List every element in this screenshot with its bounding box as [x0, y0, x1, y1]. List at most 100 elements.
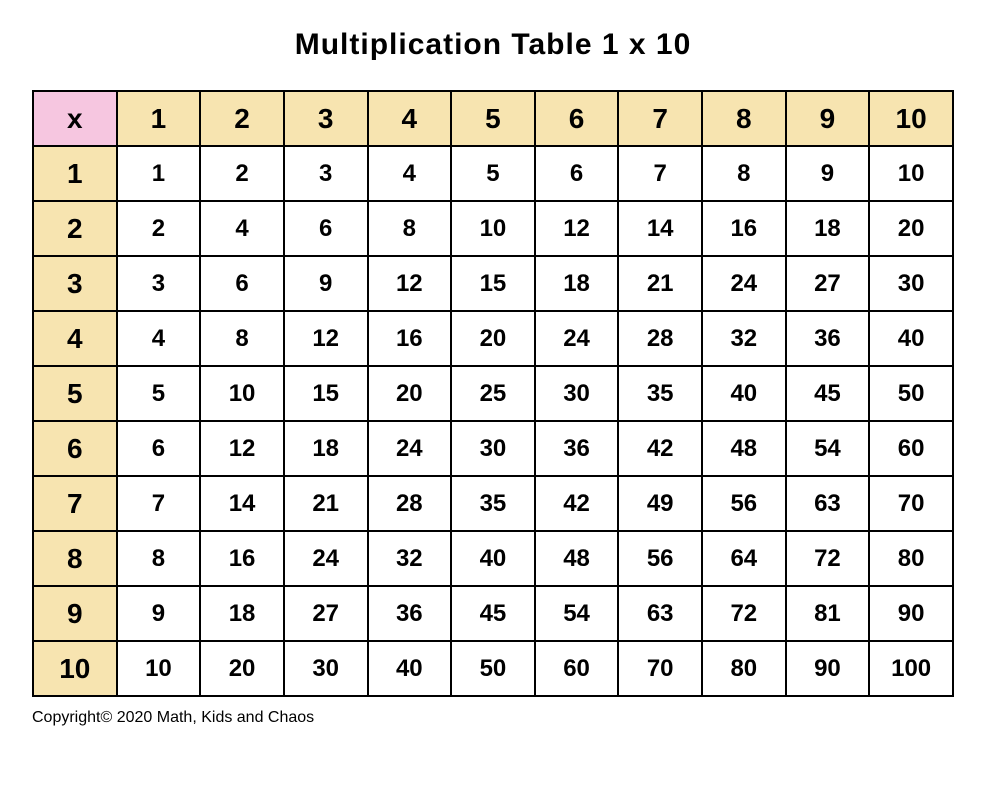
- table-cell: 15: [284, 366, 368, 421]
- table-cell: 60: [869, 421, 953, 476]
- table-cell: 30: [869, 256, 953, 311]
- table-cell: 45: [786, 366, 870, 421]
- table-cell: 7: [618, 146, 702, 201]
- table-cell: 36: [535, 421, 619, 476]
- table-cell: 10: [869, 146, 953, 201]
- col-header: 3: [284, 91, 368, 146]
- table-cell: 20: [368, 366, 452, 421]
- table-cell: 35: [618, 366, 702, 421]
- table-cell: 63: [786, 476, 870, 531]
- col-header: 2: [200, 91, 284, 146]
- table-cell: 72: [786, 531, 870, 586]
- table-cell: 42: [535, 476, 619, 531]
- row-header: 8: [33, 531, 117, 586]
- row-header: 3: [33, 256, 117, 311]
- row-header: 4: [33, 311, 117, 366]
- table-cell: 9: [117, 586, 201, 641]
- table-cell: 18: [786, 201, 870, 256]
- table-cell: 5: [117, 366, 201, 421]
- row-header: 6: [33, 421, 117, 476]
- table-cell: 27: [786, 256, 870, 311]
- col-header: 10: [869, 91, 953, 146]
- table-cell: 4: [200, 201, 284, 256]
- table-cell: 27: [284, 586, 368, 641]
- table-cell: 12: [284, 311, 368, 366]
- table-cell: 36: [786, 311, 870, 366]
- table-row: 2 2 4 6 8 10 12 14 16 18 20: [33, 201, 953, 256]
- table-cell: 48: [702, 421, 786, 476]
- table-cell: 16: [368, 311, 452, 366]
- table-cell: 63: [618, 586, 702, 641]
- table-cell: 100: [869, 641, 953, 696]
- table-cell: 7: [117, 476, 201, 531]
- table-cell: 35: [451, 476, 535, 531]
- table-cell: 2: [117, 201, 201, 256]
- table-cell: 80: [869, 531, 953, 586]
- col-header: 6: [535, 91, 619, 146]
- table-cell: 8: [200, 311, 284, 366]
- copyright-text: Copyright© 2020 Math, Kids and Chaos: [32, 709, 954, 727]
- page-title: Multiplication Table 1 x 10: [32, 28, 954, 62]
- table-row: 1 1 2 3 4 5 6 7 8 9 10: [33, 146, 953, 201]
- row-header: 10: [33, 641, 117, 696]
- row-header: 1: [33, 146, 117, 201]
- table-cell: 15: [451, 256, 535, 311]
- table-cell: 54: [786, 421, 870, 476]
- table-cell: 90: [786, 641, 870, 696]
- col-header: 8: [702, 91, 786, 146]
- table-cell: 6: [117, 421, 201, 476]
- table-cell: 5: [451, 146, 535, 201]
- table-row: 4 4 8 12 16 20 24 28 32 36 40: [33, 311, 953, 366]
- table-cell: 6: [535, 146, 619, 201]
- table-cell: 28: [368, 476, 452, 531]
- table-cell: 81: [786, 586, 870, 641]
- table-cell: 6: [284, 201, 368, 256]
- col-header: 5: [451, 91, 535, 146]
- table-head: x 1 2 3 4 5 6 7 8 9 10: [33, 91, 953, 146]
- table-cell: 4: [117, 311, 201, 366]
- row-header: 7: [33, 476, 117, 531]
- table-cell: 20: [869, 201, 953, 256]
- table-cell: 30: [451, 421, 535, 476]
- table-cell: 10: [200, 366, 284, 421]
- table-cell: 50: [451, 641, 535, 696]
- row-header: 5: [33, 366, 117, 421]
- table-cell: 56: [702, 476, 786, 531]
- table-cell: 9: [786, 146, 870, 201]
- table-cell: 24: [535, 311, 619, 366]
- table-row: 10 10 20 30 40 50 60 70 80 90 100: [33, 641, 953, 696]
- table-cell: 45: [451, 586, 535, 641]
- table-cell: 70: [618, 641, 702, 696]
- row-header: 2: [33, 201, 117, 256]
- table-cell: 16: [702, 201, 786, 256]
- header-row: x 1 2 3 4 5 6 7 8 9 10: [33, 91, 953, 146]
- table-cell: 32: [702, 311, 786, 366]
- table-row: 3 3 6 9 12 15 18 21 24 27 30: [33, 256, 953, 311]
- table-cell: 3: [284, 146, 368, 201]
- table-cell: 12: [535, 201, 619, 256]
- corner-cell: x: [33, 91, 117, 146]
- table-cell: 20: [200, 641, 284, 696]
- table-cell: 20: [451, 311, 535, 366]
- table-cell: 8: [368, 201, 452, 256]
- table-cell: 14: [200, 476, 284, 531]
- table-cell: 18: [535, 256, 619, 311]
- col-header: 7: [618, 91, 702, 146]
- table-cell: 72: [702, 586, 786, 641]
- table-cell: 18: [284, 421, 368, 476]
- table-cell: 80: [702, 641, 786, 696]
- table-cell: 32: [368, 531, 452, 586]
- table-cell: 30: [535, 366, 619, 421]
- table-cell: 10: [451, 201, 535, 256]
- table-cell: 25: [451, 366, 535, 421]
- col-header: 9: [786, 91, 870, 146]
- table-row: 6 6 12 18 24 30 36 42 48 54 60: [33, 421, 953, 476]
- table-cell: 42: [618, 421, 702, 476]
- table-cell: 12: [200, 421, 284, 476]
- table-cell: 6: [200, 256, 284, 311]
- table-cell: 1: [117, 146, 201, 201]
- page-container: Multiplication Table 1 x 10 x 1 2 3 4 5 …: [0, 0, 986, 737]
- table-cell: 30: [284, 641, 368, 696]
- col-header: 1: [117, 91, 201, 146]
- table-cell: 40: [702, 366, 786, 421]
